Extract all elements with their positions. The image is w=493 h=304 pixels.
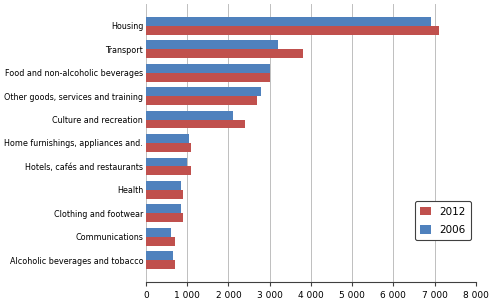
Bar: [146, 26, 439, 35]
Legend: 2012, 2006: 2012, 2006: [415, 201, 471, 240]
Bar: [146, 96, 257, 105]
Bar: [146, 205, 181, 213]
Bar: [146, 237, 175, 246]
Bar: [146, 87, 261, 96]
Bar: [146, 157, 187, 167]
Bar: [146, 228, 171, 237]
Bar: [146, 119, 245, 129]
Bar: [146, 40, 278, 49]
Bar: [146, 251, 173, 260]
Bar: [146, 49, 303, 58]
Bar: [146, 64, 270, 73]
Bar: [146, 111, 233, 119]
Bar: [146, 190, 183, 199]
Bar: [146, 260, 175, 269]
Bar: [146, 213, 183, 222]
Bar: [146, 73, 270, 81]
Bar: [146, 167, 191, 175]
Bar: [146, 181, 181, 190]
Bar: [146, 143, 191, 152]
Bar: [146, 134, 189, 143]
Bar: [146, 17, 430, 26]
